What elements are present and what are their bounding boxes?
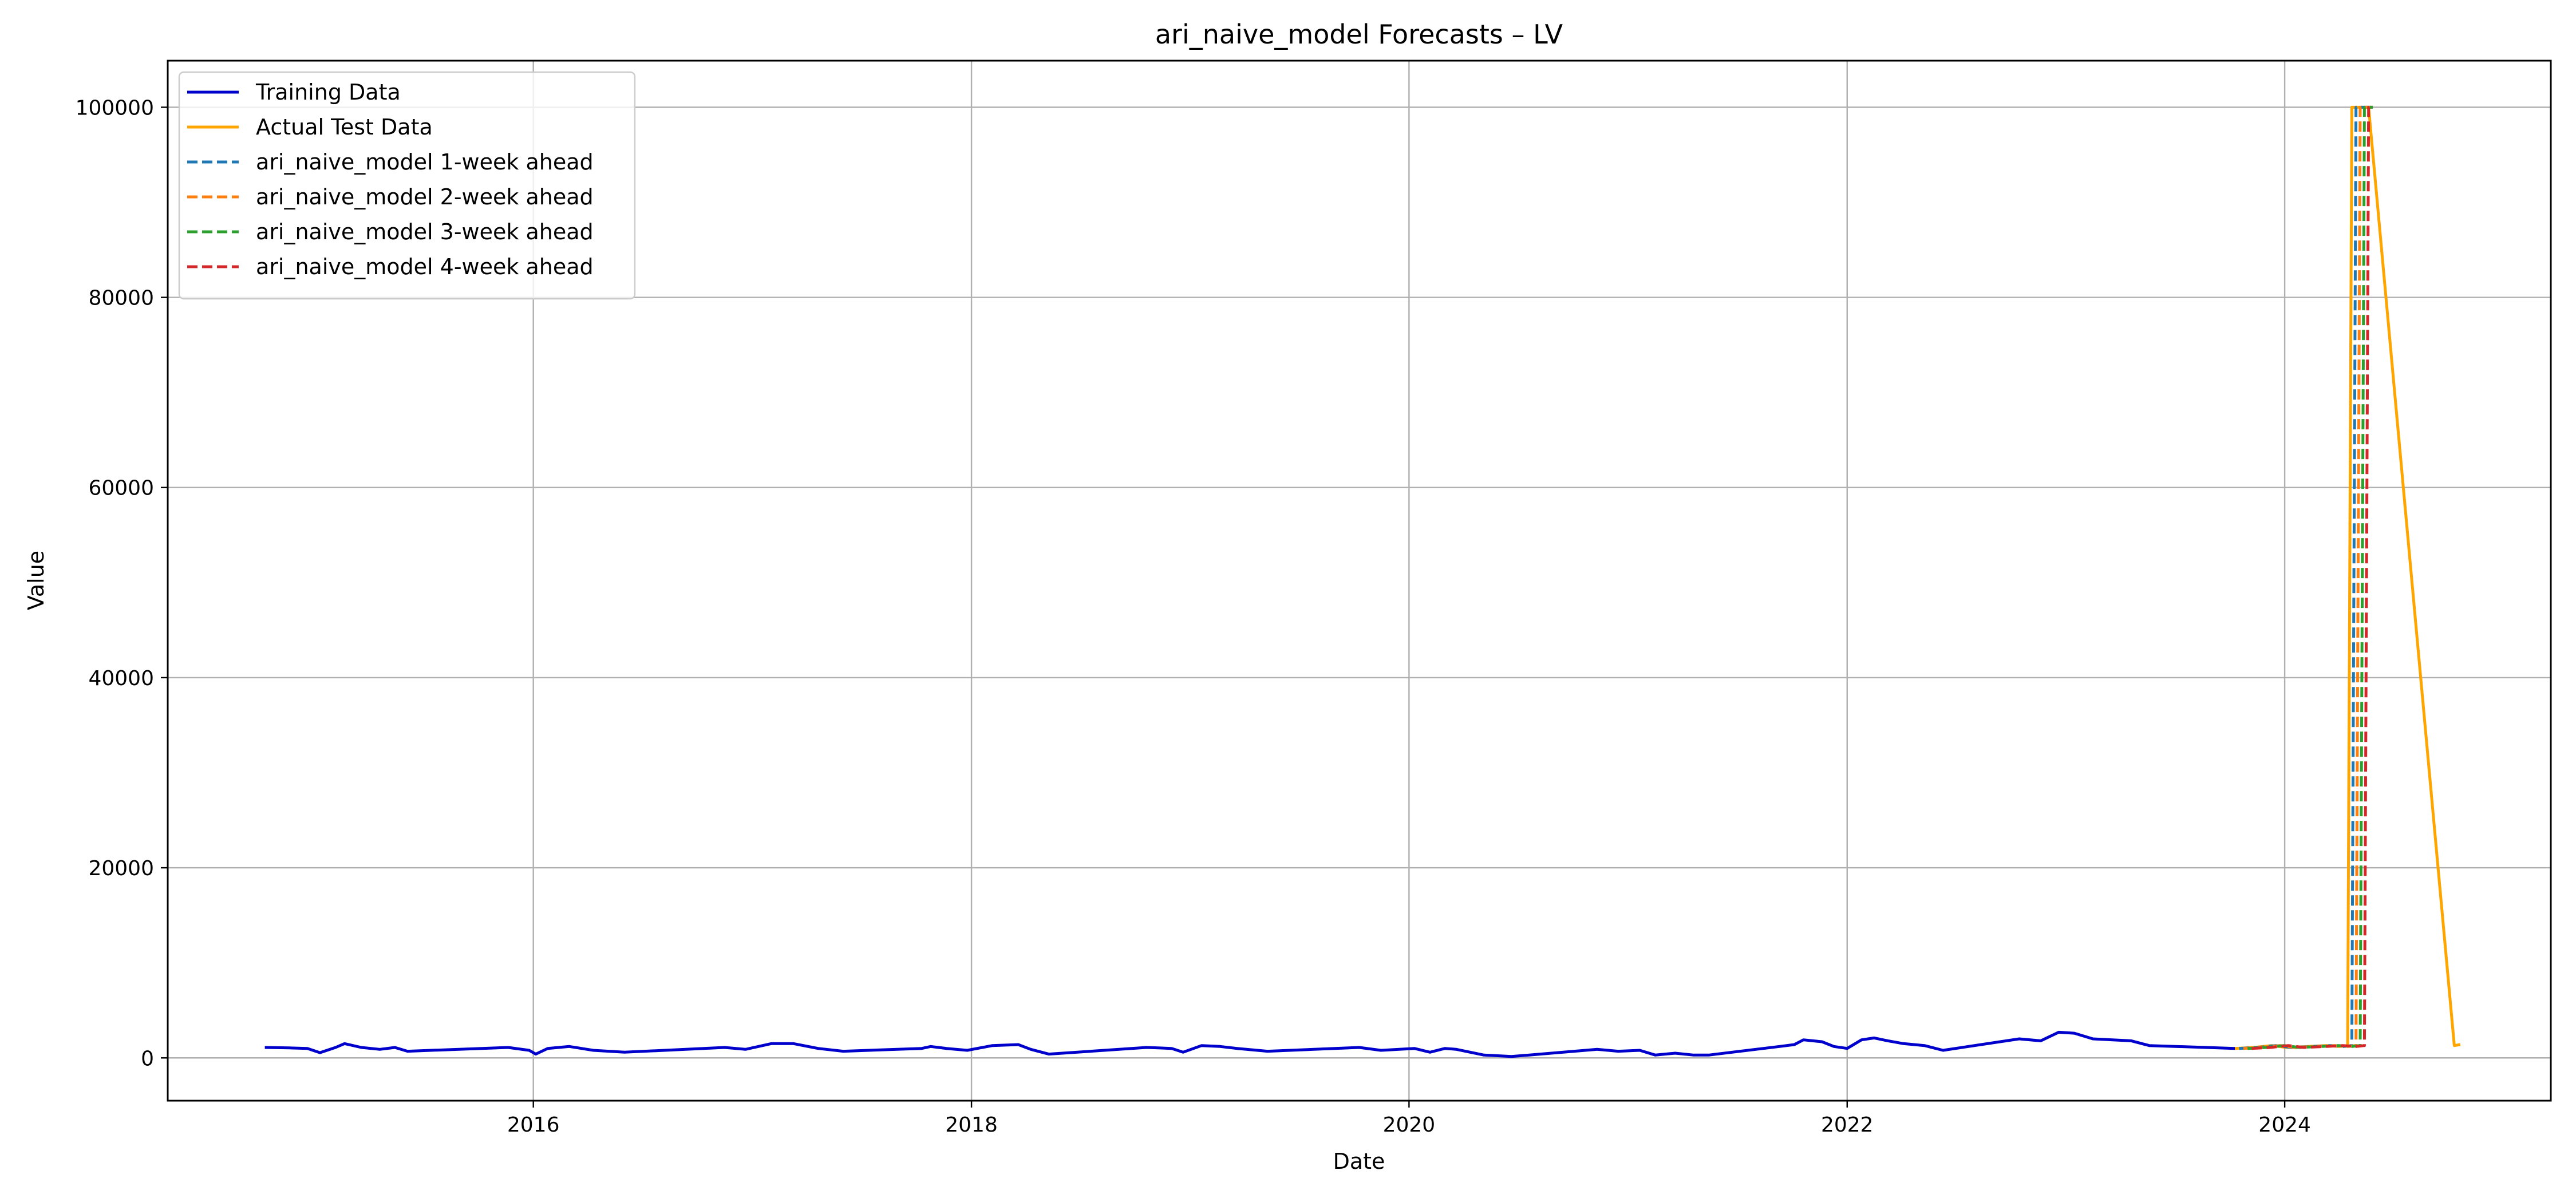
x-axis-label: Date xyxy=(1333,1149,1385,1174)
legend-label: ari_naive_model 3-week ahead xyxy=(256,219,594,244)
y-tick-label: 100000 xyxy=(76,96,154,120)
legend-label: Training Data xyxy=(255,80,401,105)
series-line-0 xyxy=(264,1030,2235,1058)
legend-label: ari_naive_model 1-week ahead xyxy=(256,149,594,175)
y-tick-label: 20000 xyxy=(88,857,154,880)
legend: Training Data Actual Test Data ari_naive_m… xyxy=(178,71,636,300)
y-tick-label: 60000 xyxy=(88,477,154,500)
series-lines xyxy=(264,105,2461,1058)
x-tick-label: 2020 xyxy=(1383,1113,1436,1137)
y-tick-label: 0 xyxy=(141,1047,154,1070)
x-tick-label: 2018 xyxy=(945,1113,998,1137)
series-line-5 xyxy=(2251,105,2373,1050)
x-tick-label: 2016 xyxy=(507,1113,560,1137)
x-tick-label: 2022 xyxy=(1821,1113,1874,1137)
y-tick-label: 80000 xyxy=(88,287,154,310)
legend-label: ari_naive_model 2-week ahead xyxy=(256,184,594,209)
axis-ticks: 2016 2018 2020 2022 2024 0 20000 40000 60000 8000… xyxy=(76,96,2311,1137)
legend-label: Actual Test Data xyxy=(256,114,433,140)
legend-label: ari_naive_model 4-week ahead xyxy=(256,254,594,279)
chart-title: ari_naive_model Forecasts – LV xyxy=(1155,19,1563,50)
y-tick-label: 40000 xyxy=(88,667,154,690)
y-axis-label: Value xyxy=(23,551,49,610)
legend-box xyxy=(178,71,636,300)
x-tick-label: 2024 xyxy=(2258,1113,2311,1137)
plot-area-frame xyxy=(167,60,2552,1102)
